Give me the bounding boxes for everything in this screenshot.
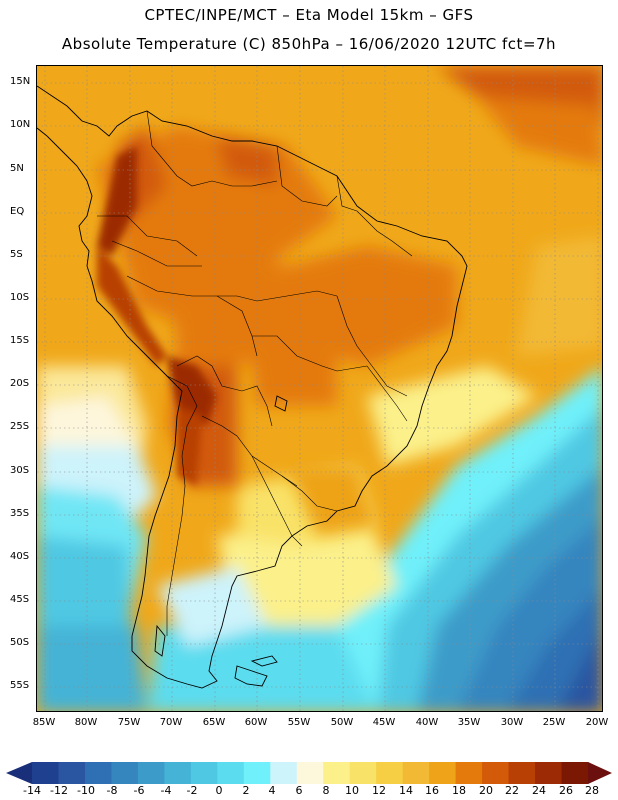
map-canvas [37, 66, 602, 711]
lon-label-80w: 80W [74, 717, 98, 728]
colorbar-label: 24 [532, 784, 546, 797]
lon-label-70w: 70W [159, 717, 183, 728]
colorbar-label: -6 [133, 784, 145, 797]
colorbar-label: -2 [186, 784, 198, 797]
colorbar-cell [270, 762, 298, 784]
colorbar [6, 762, 612, 784]
colorbar-cell [376, 762, 404, 784]
colorbar-cell [243, 762, 271, 784]
colorbar-cell [482, 762, 510, 784]
colorbar-cell [58, 762, 86, 784]
colorbar-label: 8 [322, 784, 330, 797]
colorbar-label: 12 [372, 784, 386, 797]
lat-label-5s: 5S [10, 249, 23, 260]
lon-label-20w: 20W [585, 717, 609, 728]
colorbar-cell [349, 762, 377, 784]
colorbar-cell [164, 762, 192, 784]
colorbar-low-arrow [6, 762, 32, 784]
colorbar-label: 0 [215, 784, 223, 797]
colorbar-label: -14 [23, 784, 41, 797]
colorbar-cell [508, 762, 536, 784]
lat-label-35s: 35S [10, 508, 30, 519]
colorbar-cell [190, 762, 218, 784]
colorbar-label: -4 [160, 784, 172, 797]
coastlines [37, 85, 468, 689]
colorbar-label: 26 [559, 784, 573, 797]
colorbar-cell [455, 762, 483, 784]
lat-label-30s: 30S [10, 465, 30, 476]
colorbar-label: 2 [242, 784, 250, 797]
colorbar-cell [84, 762, 112, 784]
lon-label-45w: 45W [372, 717, 396, 728]
temperature-field [37, 66, 602, 711]
chart-subtitle: Absolute Temperature (C) 850hPa – 16/06/… [61, 35, 557, 53]
lat-label-20s: 20S [10, 378, 30, 389]
colorbar-cell [217, 762, 245, 784]
colorbar-cell [296, 762, 324, 784]
colorbar-cell [561, 762, 589, 784]
lon-label-60w: 60W [244, 717, 268, 728]
lat-label-45s: 45S [10, 594, 30, 605]
lon-label-55w: 55W [287, 717, 311, 728]
graticule [37, 66, 602, 711]
colorbar-cell [402, 762, 430, 784]
colorbar-label: 20 [479, 784, 493, 797]
colorbar-cell [32, 762, 59, 784]
colorbar-label: 16 [425, 784, 439, 797]
lat-label-10n: 10N [10, 119, 31, 130]
lat-label-eq: EQ [10, 206, 25, 217]
colorbar-cell [137, 762, 165, 784]
colorbar-label: -12 [50, 784, 68, 797]
lat-label-15n: 15N [10, 76, 31, 87]
colorbar-high-arrow [588, 762, 612, 784]
lon-label-50w: 50W [330, 717, 354, 728]
chart-title: CPTEC/INPE/MCT – Eta Model 15km – GFS [144, 6, 474, 24]
colorbar-label: 6 [295, 784, 303, 797]
lat-label-15s: 15S [10, 335, 30, 346]
colorbar-cell [429, 762, 457, 784]
lon-label-35w: 35W [457, 717, 481, 728]
lat-label-40s: 40S [10, 551, 30, 562]
lon-label-85w: 85W [32, 717, 56, 728]
lon-label-40w: 40W [415, 717, 439, 728]
lat-label-5n: 5N [10, 163, 24, 174]
colorbar-label: 18 [452, 784, 466, 797]
lon-label-75w: 75W [117, 717, 141, 728]
lat-label-50s: 50S [10, 637, 30, 648]
country-borders [97, 110, 413, 636]
colorbar-label: 4 [268, 784, 276, 797]
colorbar-cell [111, 762, 139, 784]
colorbar-label: 28 [585, 784, 599, 797]
lon-label-30w: 30W [500, 717, 524, 728]
lat-label-10s: 10S [10, 292, 30, 303]
colorbar-label: -8 [106, 784, 118, 797]
colorbar-label: 22 [505, 784, 519, 797]
lon-label-25w: 25W [542, 717, 566, 728]
lat-label-55s: 55S [10, 680, 30, 691]
temperature-map [36, 65, 603, 712]
colorbar-cell [323, 762, 351, 784]
lat-label-25s: 25S [10, 421, 30, 432]
colorbar-label: -10 [77, 784, 95, 797]
colorbar-label: 14 [399, 784, 413, 797]
colorbar-cell [535, 762, 563, 784]
colorbar-label: 10 [345, 784, 359, 797]
lon-label-65w: 65W [202, 717, 226, 728]
